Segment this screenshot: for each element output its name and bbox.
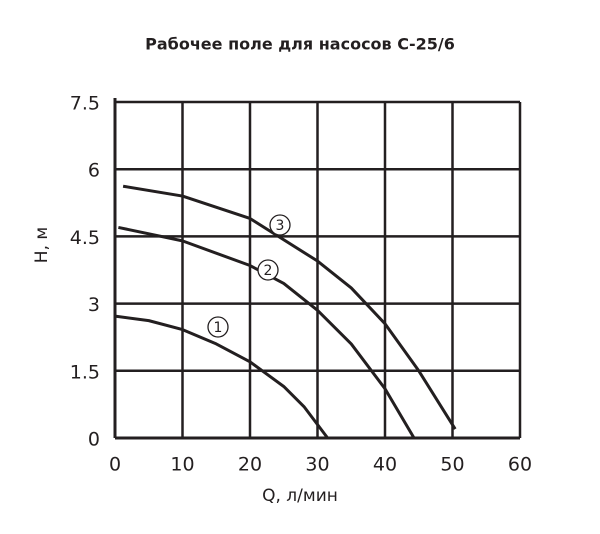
x-tick-label: 30 xyxy=(305,454,329,476)
curve-label: 3 xyxy=(276,218,285,234)
x-tick-label: 40 xyxy=(373,454,397,476)
curve-label-circle xyxy=(257,259,279,281)
x-tick-label: 60 xyxy=(508,454,532,476)
y-tick-label: 1.5 xyxy=(70,361,100,383)
chart-title: Рабочее поле для насосов С-25/6 xyxy=(145,35,455,54)
y-axis-label: H, м xyxy=(32,227,52,263)
y-tick-label: 3 xyxy=(88,294,100,316)
y-tick-label: 0 xyxy=(88,429,100,451)
curve-label-circle xyxy=(207,316,229,338)
y-tick-label: 7.5 xyxy=(70,93,100,115)
y-tick-label: 6 xyxy=(88,160,100,182)
curve-label-circle xyxy=(269,214,291,236)
curve-label: 1 xyxy=(214,320,223,336)
curve xyxy=(122,184,457,430)
x-tick-label: 0 xyxy=(109,454,121,476)
y-tick-label: 4.5 xyxy=(70,227,100,249)
curve xyxy=(114,314,329,439)
x-tick-label: 20 xyxy=(238,454,262,476)
curve xyxy=(118,225,416,439)
curve-label: 2 xyxy=(264,263,273,279)
x-tick-label: 10 xyxy=(170,454,194,476)
x-axis-label: Q, л/мин xyxy=(262,486,338,506)
x-tick-label: 50 xyxy=(440,454,464,476)
